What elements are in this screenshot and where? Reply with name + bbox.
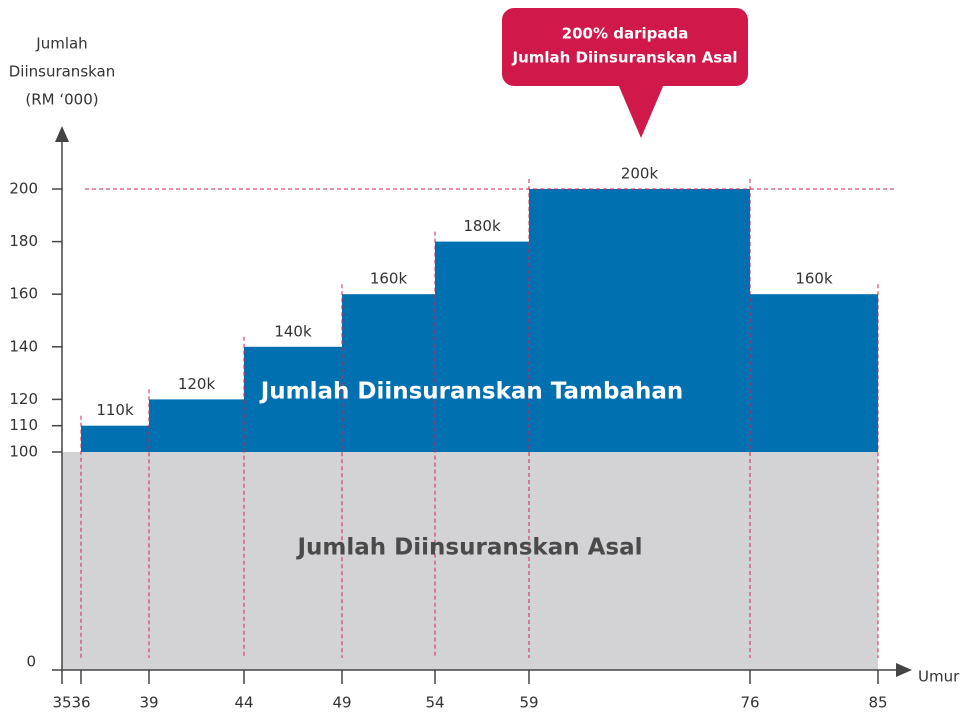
y-tick-label: 200 <box>9 180 38 198</box>
y-axis-label: Diinsuranskan <box>9 63 116 81</box>
y-tick-label: 110 <box>9 416 38 434</box>
value-label: 110k <box>96 401 134 419</box>
value-label: 140k <box>274 322 312 340</box>
value-label: 180k <box>463 217 501 235</box>
y-tick-label: 140 <box>9 337 38 355</box>
y-axis-arrow <box>55 126 69 142</box>
x-tick-label: 76 <box>740 694 759 712</box>
callout-text: 200% daripada <box>562 25 689 43</box>
base-label: Jumlah Diinsuranskan Asal <box>296 535 643 561</box>
value-label: 120k <box>178 375 216 393</box>
y-tick-label: 100 <box>9 443 38 461</box>
callout-pointer <box>618 84 664 138</box>
x-tick-label: 35 <box>52 694 71 712</box>
callout-box <box>502 8 748 86</box>
y-axis-label: Jumlah <box>35 35 87 53</box>
top-label: Jumlah Diinsuranskan Tambahan <box>259 379 684 405</box>
value-label: 160k <box>370 270 408 288</box>
callout-text: Jumlah Diinsuranskan Asal <box>512 49 738 67</box>
x-axis-label: Umur <box>918 668 960 686</box>
bar <box>529 189 750 452</box>
x-tick-label: 59 <box>519 694 538 712</box>
base-area <box>62 452 878 670</box>
y-tick-label: 0 <box>26 653 36 671</box>
x-axis-arrow <box>896 663 912 677</box>
x-tick-label: 39 <box>139 694 158 712</box>
x-tick-label: 85 <box>868 694 887 712</box>
x-tick-label: 54 <box>425 694 444 712</box>
y-tick-label: 120 <box>9 390 38 408</box>
bar <box>750 294 878 452</box>
value-label: 200k <box>621 165 659 183</box>
x-tick-label: 49 <box>332 694 351 712</box>
y-axis-label: (RM ‘000) <box>25 91 98 109</box>
bar <box>342 294 435 452</box>
bar <box>149 399 244 452</box>
x-tick-label: 44 <box>234 694 253 712</box>
y-tick-label: 160 <box>9 285 38 303</box>
y-tick-label: 180 <box>9 232 38 250</box>
x-tick-label: 36 <box>71 694 90 712</box>
bar <box>435 241 529 452</box>
value-label: 160k <box>795 270 833 288</box>
bar <box>244 346 342 452</box>
bar <box>81 425 149 452</box>
